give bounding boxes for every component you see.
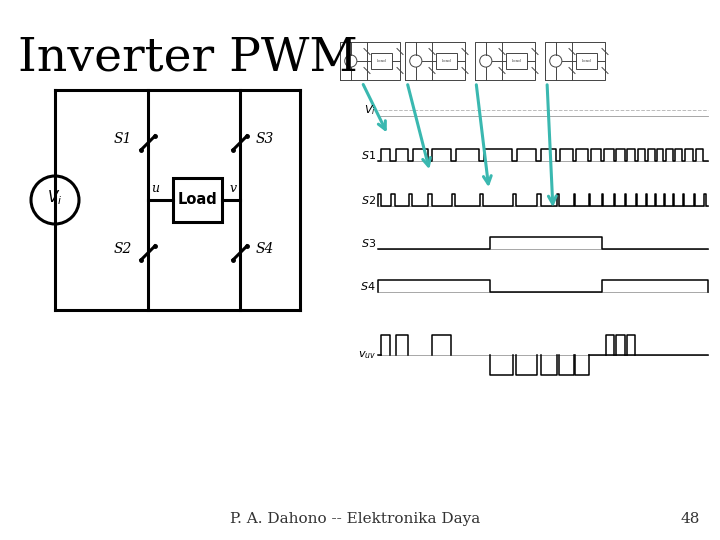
Text: u: u xyxy=(151,182,159,195)
Text: S2: S2 xyxy=(114,242,132,256)
Bar xyxy=(436,52,457,69)
Bar xyxy=(576,52,597,69)
Text: $S2$: $S2$ xyxy=(361,194,376,206)
Text: $V_i$: $V_i$ xyxy=(364,103,376,117)
Text: $v_{uv}$: $v_{uv}$ xyxy=(358,349,376,361)
Text: S3: S3 xyxy=(256,132,274,146)
Text: S1: S1 xyxy=(114,132,132,146)
Text: $S3$: $S3$ xyxy=(361,237,376,249)
Text: v: v xyxy=(230,182,237,195)
Text: Load: Load xyxy=(512,59,521,63)
Bar xyxy=(372,52,392,69)
FancyBboxPatch shape xyxy=(173,178,222,222)
Text: Load: Load xyxy=(178,192,217,207)
Text: $S4$: $S4$ xyxy=(361,280,376,292)
Text: Inverter PWM: Inverter PWM xyxy=(18,35,358,80)
Text: $S1$: $S1$ xyxy=(361,149,376,161)
Bar xyxy=(506,52,527,69)
Text: Load: Load xyxy=(582,59,592,63)
Text: $V_i$: $V_i$ xyxy=(48,188,63,207)
Text: P. A. Dahono -- Elektronika Daya: P. A. Dahono -- Elektronika Daya xyxy=(230,512,480,526)
Text: Load: Load xyxy=(442,59,451,63)
Text: 48: 48 xyxy=(680,512,700,526)
Text: Load: Load xyxy=(377,59,387,63)
Text: S4: S4 xyxy=(256,242,274,256)
